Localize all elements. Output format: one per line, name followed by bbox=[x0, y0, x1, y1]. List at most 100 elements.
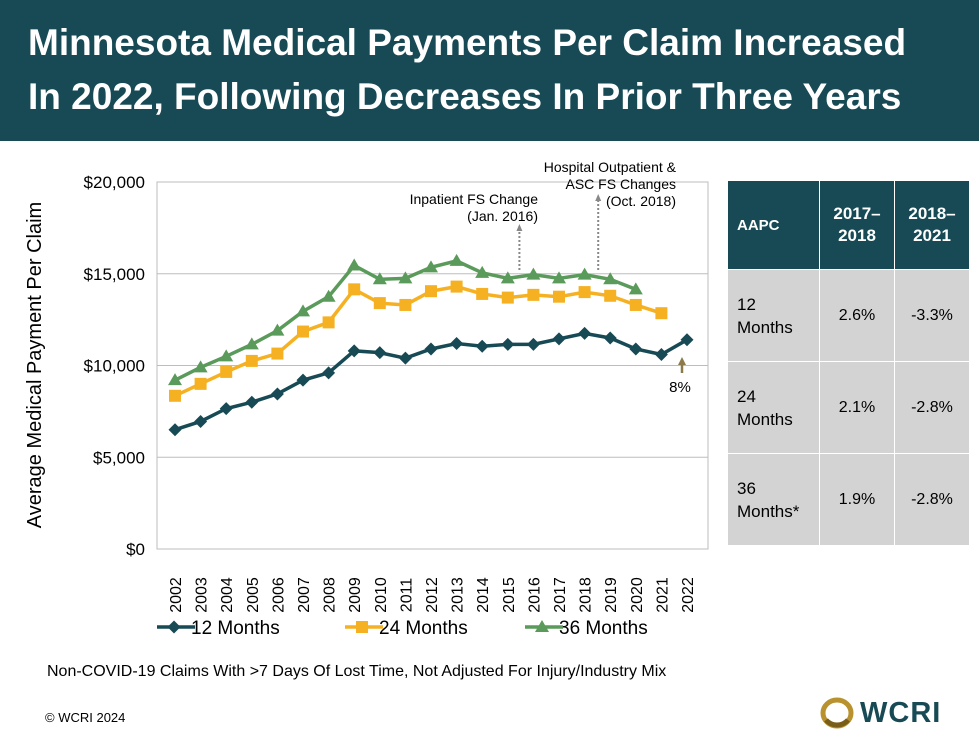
footnote: Non-COVID-19 Claims With >7 Days Of Lost… bbox=[47, 663, 667, 680]
page-title-line-2: In 2022, Following Decreases In Prior Th… bbox=[28, 76, 902, 117]
data-point-triangle bbox=[628, 282, 643, 295]
table-cell-2018-2021: -2.8% bbox=[894, 361, 970, 454]
x-tick-label: 2006 bbox=[270, 577, 287, 613]
table-row: 12 Months 2.6% -3.3% bbox=[727, 269, 970, 362]
series-line bbox=[174, 284, 662, 398]
data-point-diamond bbox=[680, 333, 694, 347]
y-tick-label: $0 bbox=[126, 540, 145, 559]
x-tick-label: 2016 bbox=[526, 577, 543, 613]
data-point-diamond bbox=[475, 339, 489, 353]
y-axis-label: Average Medical Payment Per Claim bbox=[24, 202, 46, 528]
table-header-2018-2021: 2018– 2021 bbox=[894, 180, 970, 270]
table-cell-2017-2018: 1.9% bbox=[819, 453, 895, 546]
row-label-line2: Months bbox=[737, 317, 793, 337]
table-header-aapc: AAPC bbox=[727, 180, 820, 270]
data-point-triangle bbox=[535, 620, 549, 632]
legend-label: 12 Months bbox=[191, 618, 280, 639]
x-tick-label: 2013 bbox=[450, 577, 467, 613]
row-label-line1: 36 bbox=[737, 478, 756, 498]
y-tick-label: $20,000 bbox=[84, 173, 145, 192]
legend-label: 36 Months bbox=[559, 618, 648, 639]
x-tick-label: 2004 bbox=[219, 577, 236, 613]
data-point-square bbox=[356, 621, 368, 633]
data-point-triangle bbox=[168, 373, 182, 386]
data-point-diamond bbox=[296, 373, 310, 387]
table-row-label: 24 Months bbox=[727, 361, 820, 454]
data-point-square bbox=[373, 297, 386, 310]
data-point-square bbox=[348, 283, 361, 296]
table-row: 36 Months* 1.9% -2.8% bbox=[727, 453, 970, 546]
data-point-square bbox=[194, 377, 207, 390]
x-tick-label: 2021 bbox=[654, 577, 671, 613]
x-tick-label: 2002 bbox=[168, 577, 185, 613]
aapc-table: AAPC 2017– 2018 2018– 2021 12 Months 2.6… bbox=[727, 180, 970, 546]
data-point-triangle bbox=[372, 272, 387, 285]
x-tick-label: 2010 bbox=[373, 577, 390, 613]
data-point-square bbox=[271, 347, 284, 360]
data-point-diamond bbox=[629, 342, 643, 356]
x-tick-label: 2009 bbox=[347, 577, 364, 613]
annotation-text: (Oct. 2018) bbox=[606, 193, 676, 209]
table-header-2017-2018: 2017– 2018 bbox=[819, 180, 895, 270]
y-tick-label: $10,000 bbox=[84, 357, 145, 376]
x-tick-label: 2011 bbox=[398, 578, 415, 613]
change-label: 8% bbox=[669, 379, 691, 396]
data-point-square bbox=[604, 289, 617, 302]
annotation-arrow-head bbox=[595, 194, 602, 201]
x-tick-label: 2014 bbox=[475, 577, 492, 613]
table-header-col1-line2: 2018 bbox=[838, 226, 876, 245]
x-tick-label: 2008 bbox=[322, 577, 339, 613]
data-point-square bbox=[501, 291, 514, 304]
data-point-square bbox=[629, 298, 642, 311]
x-tick-label: 2022 bbox=[680, 577, 697, 613]
data-point-triangle bbox=[193, 360, 208, 373]
annotation-text: Inpatient FS Change bbox=[410, 191, 539, 207]
data-point-diamond bbox=[322, 366, 336, 380]
data-point-triangle bbox=[526, 267, 541, 280]
data-point-diamond bbox=[450, 336, 464, 350]
data-point-diamond bbox=[219, 402, 233, 416]
data-point-triangle bbox=[424, 260, 438, 273]
data-point-triangle bbox=[577, 267, 592, 280]
data-point-square bbox=[245, 354, 258, 367]
data-point-diamond bbox=[578, 326, 592, 340]
data-point-triangle bbox=[296, 304, 310, 317]
wcri-logo-text: WCRI bbox=[860, 697, 942, 729]
table-header-col2-line2: 2021 bbox=[913, 226, 951, 245]
legend-label: 24 Months bbox=[379, 618, 468, 639]
data-point-triangle bbox=[603, 272, 618, 285]
data-point-square bbox=[527, 288, 540, 301]
x-tick-label: 2019 bbox=[603, 577, 620, 613]
data-point-diamond bbox=[398, 351, 412, 365]
table-cell-2018-2021: -3.3% bbox=[894, 269, 970, 362]
x-tick-label: 2018 bbox=[578, 577, 595, 613]
table-header-col1-line1: 2017– bbox=[833, 204, 881, 223]
change-arrow-head bbox=[678, 357, 686, 365]
x-tick-label: 2017 bbox=[552, 577, 569, 613]
data-point-square bbox=[399, 298, 412, 311]
data-point-diamond bbox=[526, 337, 540, 351]
data-point-triangle bbox=[219, 349, 234, 362]
data-point-triangle bbox=[270, 323, 285, 336]
table-row-label: 12 Months bbox=[727, 269, 820, 362]
data-point-triangle bbox=[347, 258, 362, 271]
y-tick-label: $15,000 bbox=[84, 265, 145, 284]
header-banner: Minnesota Medical Payments Per Claim Inc… bbox=[0, 0, 979, 141]
x-tick-label: 2003 bbox=[194, 577, 211, 613]
annotation-arrow-head bbox=[516, 224, 523, 231]
table-header-row: AAPC 2017– 2018 2018– 2021 bbox=[727, 180, 970, 270]
x-tick-label: 2015 bbox=[501, 577, 518, 613]
y-tick-label: $5,000 bbox=[93, 448, 145, 467]
data-point-triangle bbox=[500, 271, 515, 284]
annotation-text: Hospital Outpatient & bbox=[544, 159, 677, 175]
data-point-diamond bbox=[270, 387, 284, 401]
data-point-triangle bbox=[475, 265, 490, 278]
data-point-square bbox=[297, 325, 309, 338]
wcri-logo: WCRI bbox=[820, 696, 960, 730]
table-header-col2-line1: 2018– bbox=[908, 204, 956, 223]
data-point-square bbox=[450, 280, 463, 293]
data-point-diamond bbox=[245, 395, 259, 409]
row-label-line1: 24 bbox=[737, 386, 756, 406]
table-cell-2017-2018: 2.6% bbox=[819, 269, 895, 362]
row-label-line2: Months* bbox=[737, 501, 800, 521]
